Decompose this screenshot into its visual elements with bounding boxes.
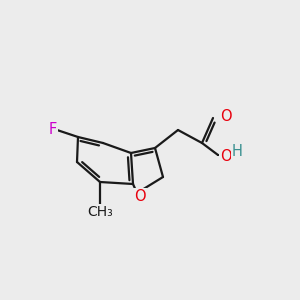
Text: F: F <box>49 122 57 137</box>
Text: O: O <box>220 109 232 124</box>
Text: O: O <box>134 189 146 204</box>
Text: O: O <box>220 149 232 164</box>
Text: H: H <box>232 145 243 160</box>
Text: CH₃: CH₃ <box>87 205 113 219</box>
